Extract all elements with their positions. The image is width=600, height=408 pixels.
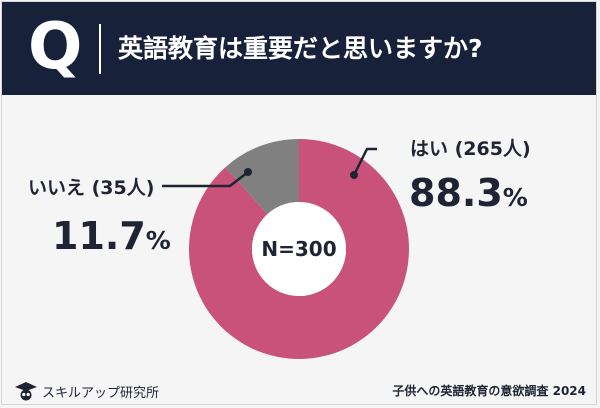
yes-slice [188,139,409,359]
donut-slices [188,139,409,359]
no-leader-line [162,171,249,188]
footer-logo: スキルアップ研究所 [14,381,159,401]
header-divider [99,24,101,74]
yes-slice-label: はい (265人) [410,138,531,160]
yes-leader-dot [350,171,358,179]
yes-percent-label: 88.3% [409,171,528,215]
donut-chart: N=300 はい (265人) 88.3% いいえ (35人) 11.7% [28,138,531,359]
no-percent-label: 11.7% [52,214,171,258]
yes-leader-line [352,147,377,176]
sample-size-label: N=300 [261,237,336,261]
survey-source: 子供への英語教育の意欲調査 2024 [392,384,586,398]
question-title: 英語教育は重要だと思いますか? [118,34,483,63]
no-leader-dot [244,168,252,176]
no-slice-label: いいえ (35人) [28,177,154,199]
donut-hole [252,202,346,296]
q-icon: Q [28,10,83,84]
question-header: Q 英語教育は重要だと思いますか? [2,2,596,95]
no-slice [225,139,299,215]
brand-name: スキルアップ研究所 [42,385,160,401]
owl-graduate-icon [15,382,37,401]
